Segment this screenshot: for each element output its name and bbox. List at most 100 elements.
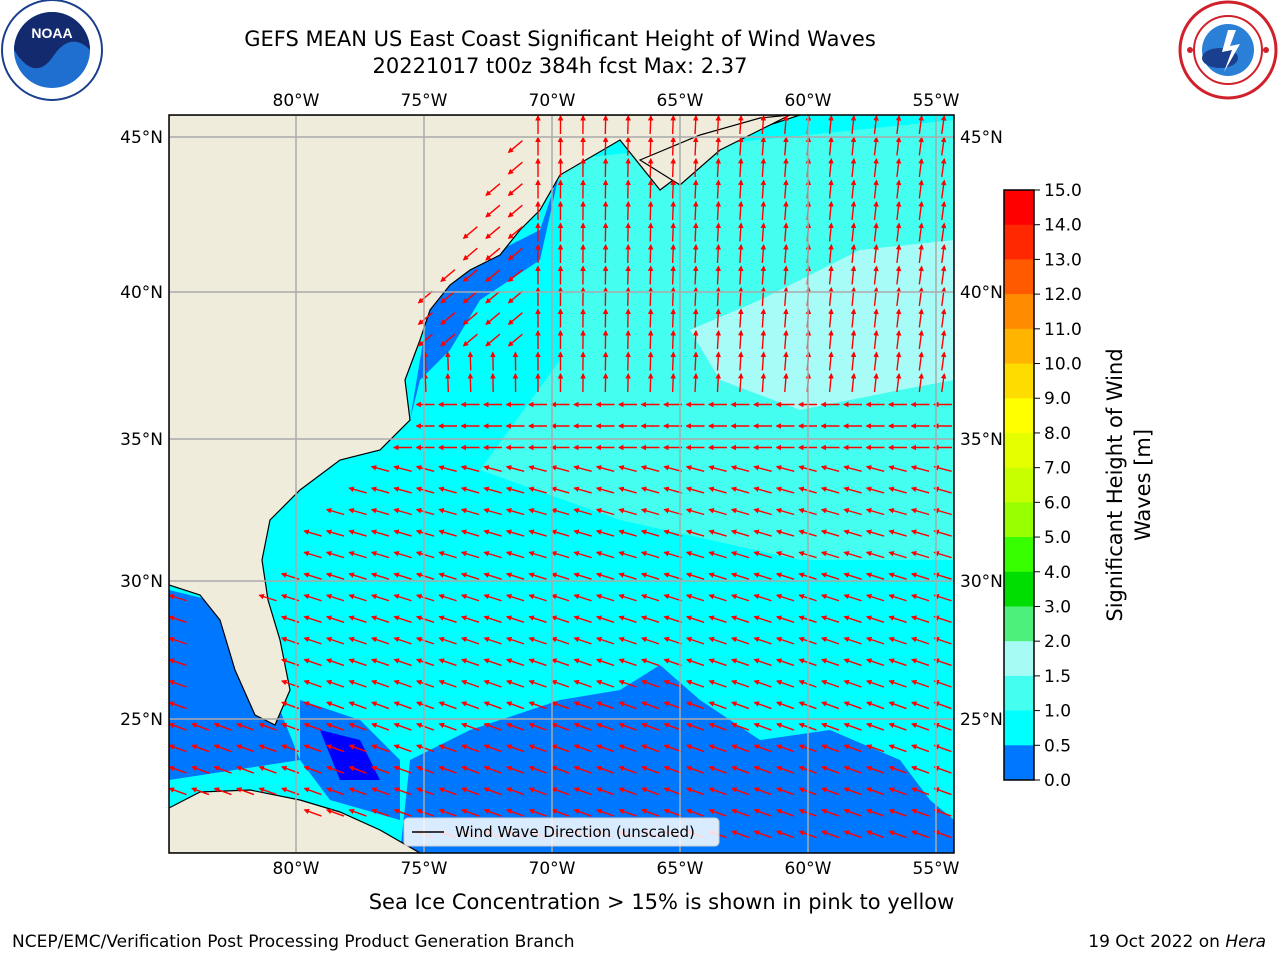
colorbar-tick-label: 13.0 (1044, 250, 1082, 270)
colorbar-band (1004, 294, 1034, 330)
wave-direction-arrow (440, 312, 456, 326)
wave-direction-arrow (618, 636, 637, 645)
wave-direction-arrow (370, 593, 390, 602)
wave-direction-arrow (933, 744, 952, 753)
wave-direction-arrow (647, 329, 654, 350)
wave-direction-arrow (595, 679, 615, 688)
wave-direction-arrow (483, 722, 502, 731)
nws-logo (1178, 0, 1278, 100)
wave-direction-arrow (505, 572, 525, 580)
wave-direction-arrow (618, 486, 637, 494)
chart-title: GEFS MEAN US East Coast Significant Heig… (244, 27, 876, 51)
wave-direction-arrow (348, 636, 367, 645)
wave-direction-arrow (505, 465, 525, 473)
wave-direction-arrow (820, 551, 840, 559)
wave-direction-arrow (933, 701, 952, 710)
wave-direction-arrow (730, 787, 750, 796)
wave-direction-arrow (550, 808, 570, 817)
wave-direction-arrow (415, 765, 435, 774)
wave-direction-arrow (325, 508, 345, 516)
wave-direction-arrow (573, 486, 592, 494)
wave-direction-arrow (753, 486, 772, 494)
wave-direction-arrow (865, 508, 885, 516)
colorbar-band (1004, 571, 1034, 607)
wave-direction-arrow (753, 551, 772, 559)
wave-direction-arrow (850, 243, 857, 264)
wave-direction-arrow (843, 787, 862, 796)
wave-direction-arrow (940, 222, 947, 242)
wave-direction-arrow (370, 658, 390, 667)
wave-direction-arrow (348, 679, 367, 688)
wave-direction-arrow (507, 204, 523, 218)
wave-direction-arrow (910, 529, 930, 537)
wave-direction-arrow (738, 372, 744, 393)
colorbar-band (1004, 675, 1034, 712)
wave-direction-arrow (573, 465, 592, 473)
wave-direction-arrow (438, 486, 457, 494)
wave-direction-arrow (895, 200, 902, 221)
wave-direction-arrow (440, 269, 456, 283)
wave-direction-arrow (505, 765, 525, 774)
wave-direction-arrow (708, 744, 727, 753)
wave-direction-arrow (213, 744, 232, 753)
wave-direction-arrow (850, 179, 857, 199)
wave-direction-arrow (918, 243, 924, 264)
wave-direction-arrow (910, 508, 930, 516)
wave-direction-arrow (640, 465, 660, 473)
wave-direction-arrow (507, 333, 523, 347)
wave-direction-arrow (505, 508, 525, 516)
wave-direction-arrow (393, 658, 412, 667)
wave-direction-arrow (775, 808, 795, 817)
wave-direction-arrow (550, 744, 570, 753)
wave-direction-arrow (685, 658, 705, 667)
wave-direction-arrow (528, 636, 547, 645)
wave-direction-arrow (618, 615, 637, 623)
wave-direction-arrow (393, 465, 412, 473)
wave-direction-arrow (820, 465, 840, 473)
wave-direction-arrow (670, 308, 676, 328)
wave-direction-arrow (258, 593, 277, 602)
wave-direction-arrow (775, 679, 795, 688)
wave-direction-arrow (692, 372, 699, 393)
wave-direction-arrow (647, 179, 654, 199)
wave-direction-arrow (730, 486, 750, 494)
wave-direction-arrow (393, 701, 412, 710)
wave-direction-arrow (730, 615, 750, 623)
wave-direction-arrow (303, 787, 322, 796)
wave-direction-arrow (760, 286, 767, 307)
wave-direction-arrow (940, 308, 947, 328)
map-frame (168, 114, 955, 854)
wave-direction-arrow (828, 179, 834, 199)
wave-direction-arrow (460, 744, 480, 753)
wave-direction-arrow (910, 551, 930, 559)
wave-direction-arrow (573, 572, 592, 580)
wave-direction-arrow (258, 765, 277, 774)
wave-direction-arrow (460, 486, 480, 494)
wave-direction-arrow (303, 615, 322, 623)
wave-direction-arrow (753, 593, 772, 602)
wave-direction-arrow (393, 636, 412, 645)
wave-direction-arrow (640, 787, 660, 796)
wave-direction-arrow (303, 744, 322, 753)
wave-direction-arrow (692, 136, 699, 156)
wave-direction-arrow (918, 286, 924, 307)
wave-direction-arrow (663, 636, 682, 645)
wave-direction-arrow (325, 787, 345, 796)
wave-direction-arrow (783, 372, 789, 393)
wave-direction-arrow (753, 679, 772, 688)
wave-direction-arrow (528, 701, 547, 710)
wave-direction-arrow (865, 679, 885, 688)
wave-direction-arrow (507, 183, 523, 197)
wave-direction-arrow (715, 200, 722, 221)
wave-direction-arrow (895, 265, 902, 285)
wave-direction-arrow (303, 722, 322, 731)
wave-direction-arrow (828, 372, 834, 393)
wave-direction-arrow (910, 636, 930, 645)
wave-direction-arrow (828, 308, 834, 328)
wave-direction-arrow (528, 808, 547, 817)
wave-direction-arrow (865, 615, 885, 623)
wave-direction-arrow (460, 551, 480, 559)
wave-direction-arrow (865, 529, 885, 537)
wave-direction-arrow (685, 701, 705, 710)
wave-direction-arrow (708, 572, 727, 580)
